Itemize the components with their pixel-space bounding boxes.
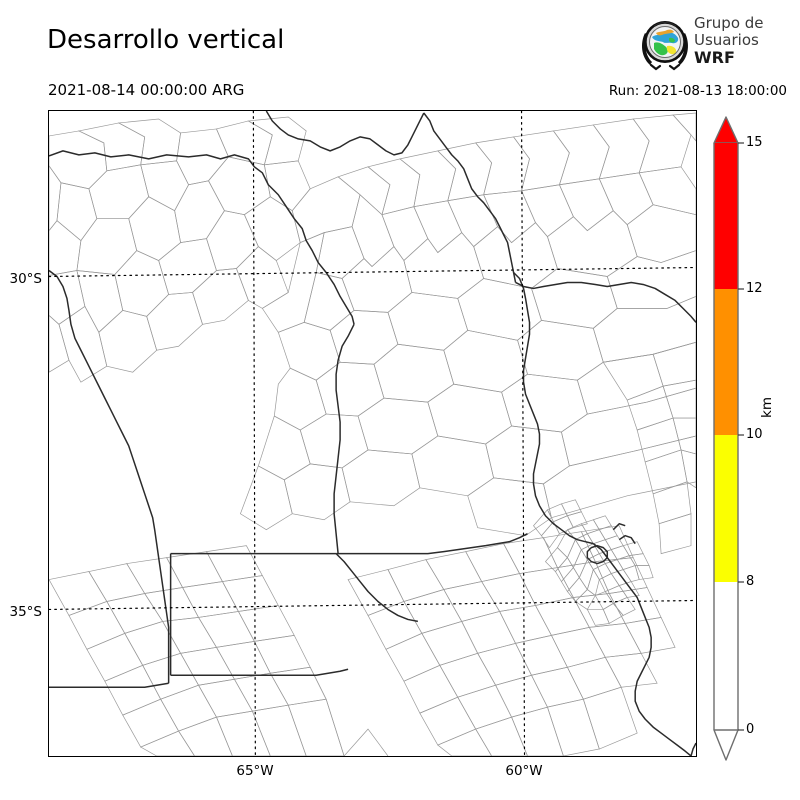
department-boundaries [49,112,696,756]
colorbar-tick-8: 8 [746,574,755,589]
colorbar-segment-red [714,143,738,289]
lon-tick-label-65w: 65°W [236,763,274,779]
colorbar-tick-15: 15 [746,135,763,150]
colorbar-tick-10: 10 [746,427,763,442]
graticule-lines [49,111,696,756]
lat-tick-label-30s: 30°S [9,271,43,287]
map-geography [49,111,696,756]
colorbar-segment-white [714,582,738,730]
colorbar-extend-high [713,116,739,144]
colorbar[interactable]: 15 12 10 8 0 [710,114,763,764]
colorbar-tick-12: 12 [746,281,763,296]
map-plot-area[interactable] [48,110,697,757]
colorbar-segment-orange [714,289,738,435]
run-time-label: Run: 2021-08-13 18:00:00 [608,83,787,99]
logo-line-brand: WRF [694,48,735,67]
lon-tick-label-60w: 60°W [505,763,543,779]
valid-time-label: 2021-08-14 00:00:00 ARG [48,81,245,99]
page-title: Desarrollo vertical [47,25,285,55]
wrf-user-group-logo: Grupo de Usuarios WRF [638,15,790,73]
colorbar-segment-yellow [714,435,738,582]
province-boundaries [49,111,696,756]
lat-tick-label-35s: 35°S [9,604,43,620]
logo-text: Grupo de Usuarios WRF [694,15,790,73]
logo-line-2: Usuarios [694,31,759,49]
logo-line-1: Grupo de [694,14,764,32]
colorbar-ticks [738,142,744,731]
colorbar-extend-low [713,729,739,761]
colorbar-axis-label: km [759,397,775,418]
colorbar-graphic [713,116,744,761]
wrf-globe-emblem-icon [638,17,692,71]
colorbar-tick-0: 0 [746,722,755,737]
